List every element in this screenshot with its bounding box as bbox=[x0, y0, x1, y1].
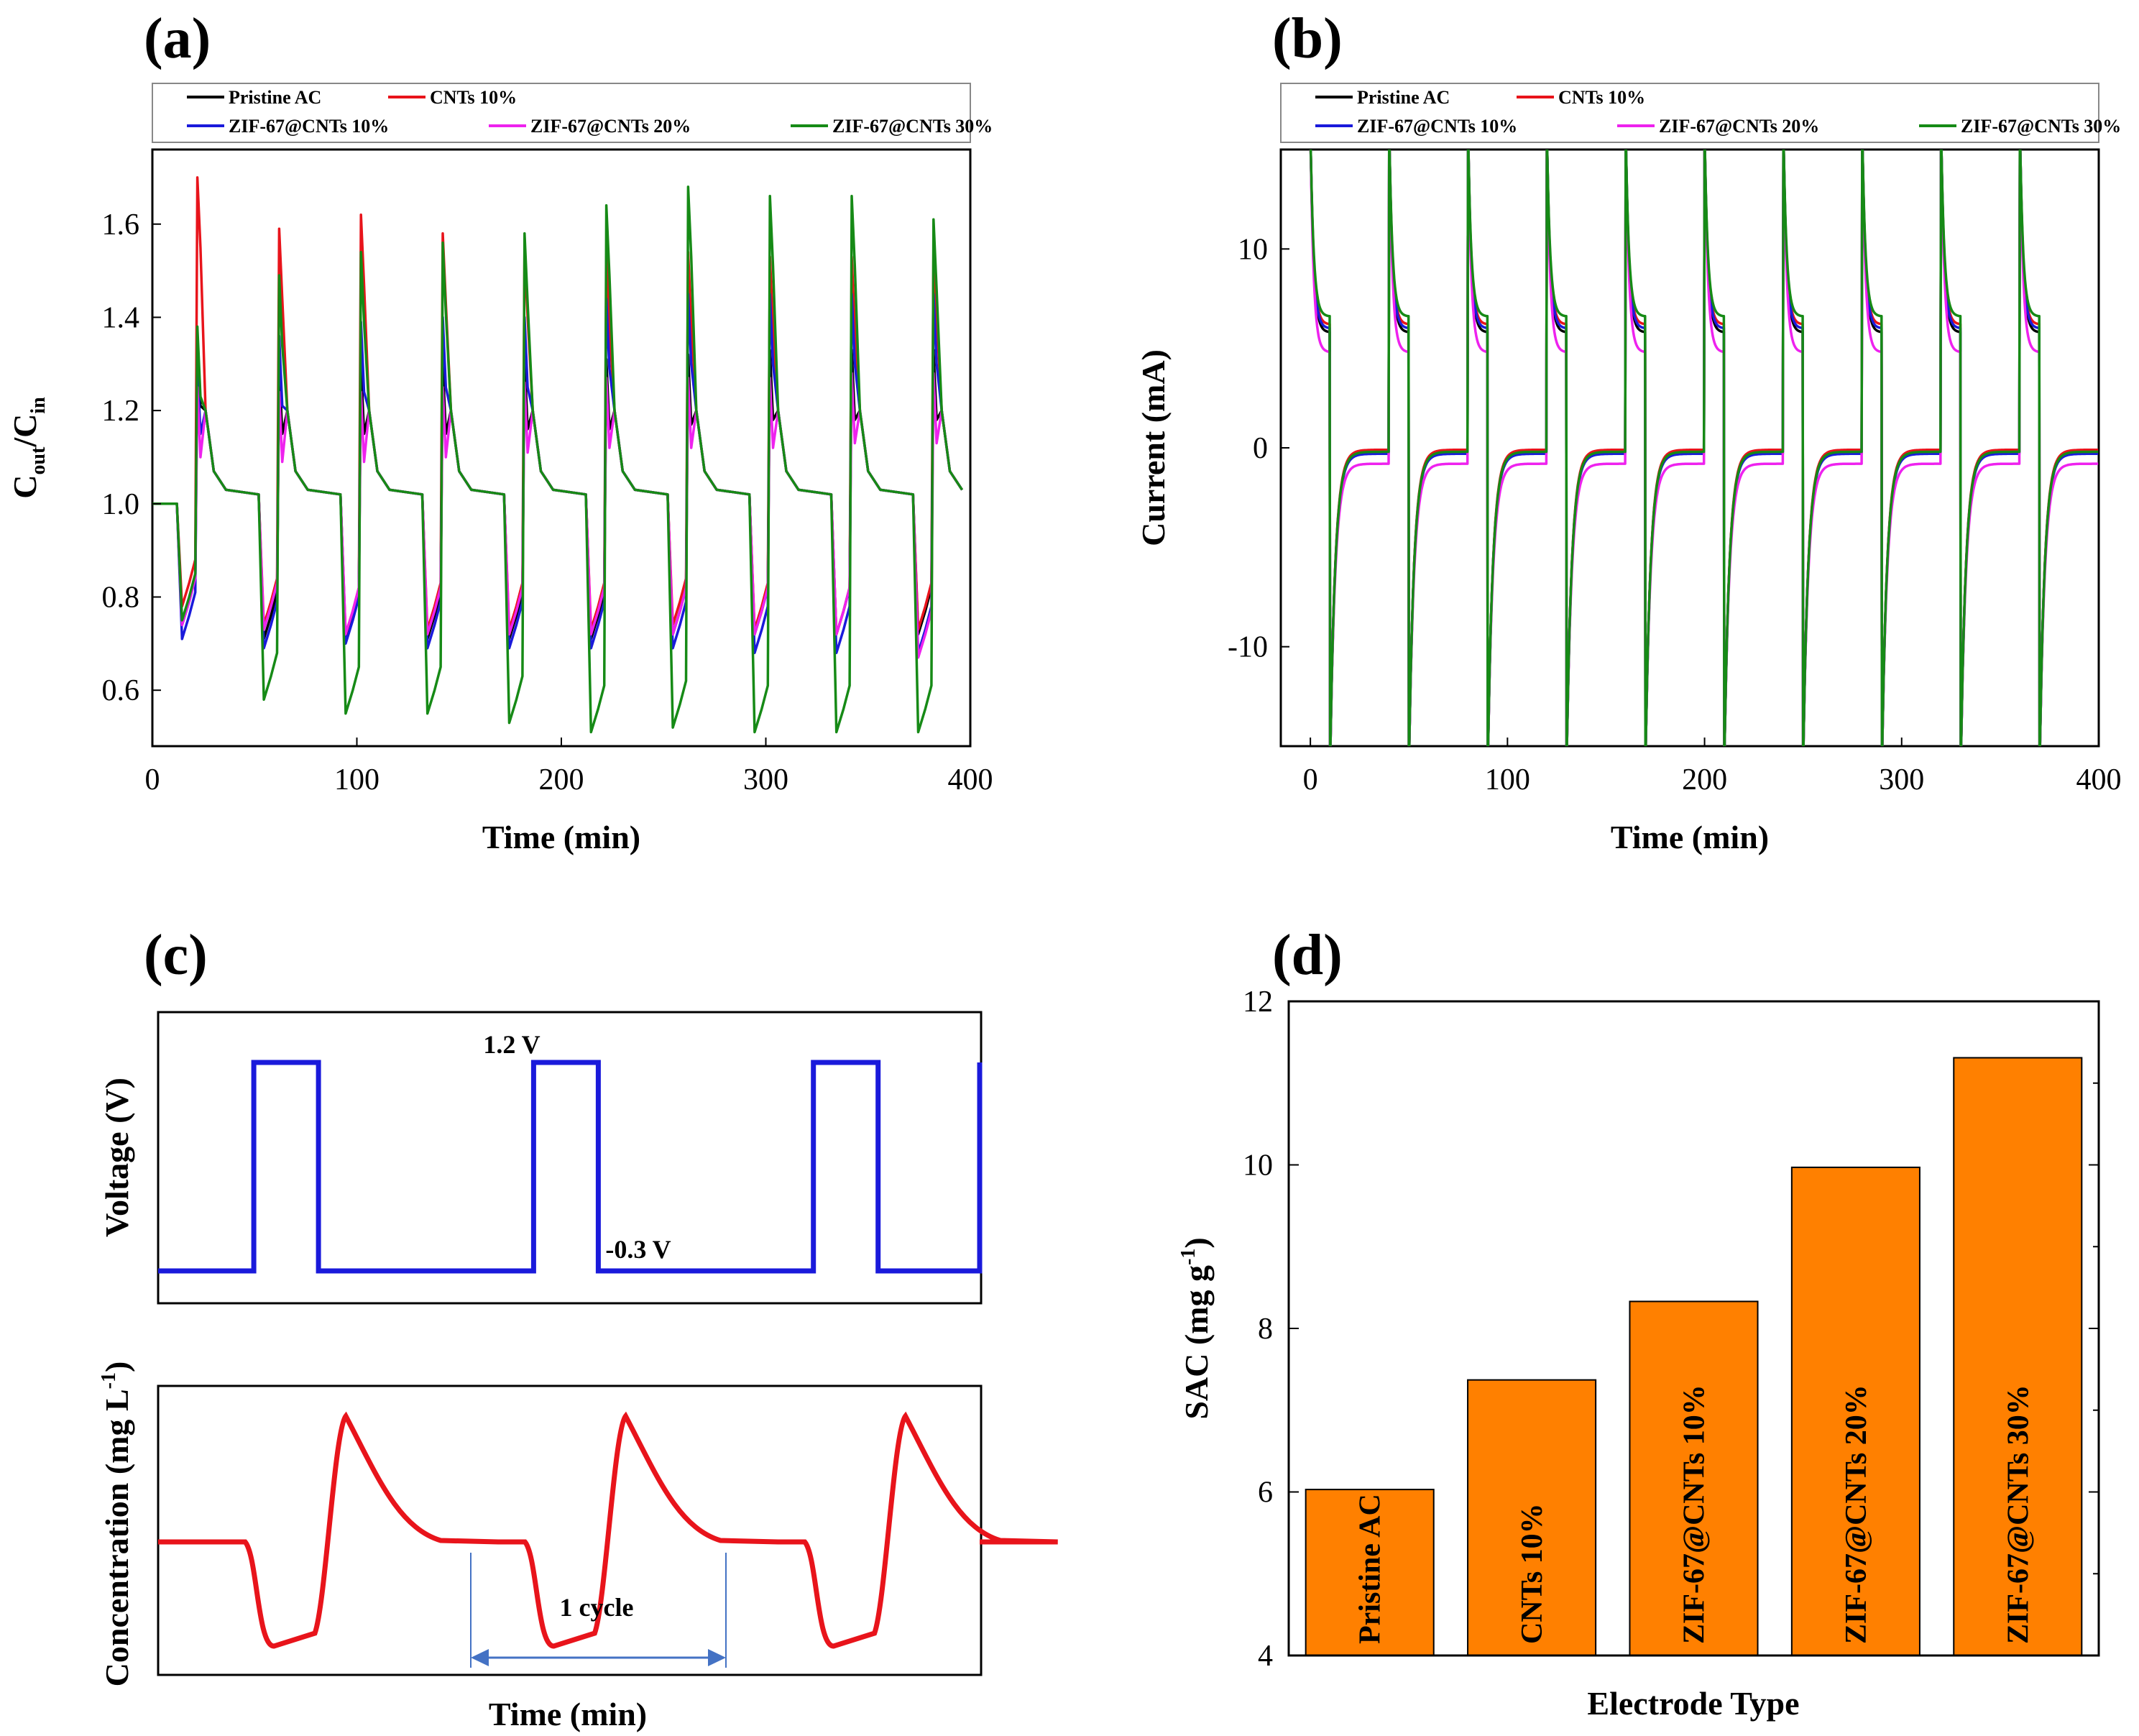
panel-a-x-tick-label: 300 bbox=[743, 763, 788, 796]
panel-a-y-tick-label: 0.8 bbox=[102, 582, 140, 615]
panel-c-letter: (c) bbox=[144, 924, 208, 987]
panel-a-legend-label-pristine-ac: Pristine AC bbox=[229, 87, 321, 108]
panel-d-bar-label-pristine-ac: Pristine AC bbox=[1354, 1494, 1387, 1644]
panel-a-legend-label-zif-67-cnts-10: ZIF-67@CNTs 10% bbox=[229, 116, 389, 137]
panel-c-x-axis-title: Time (min) bbox=[489, 1696, 647, 1732]
panel-c-conc-label-main: Concentration (mg L bbox=[98, 1389, 135, 1686]
panel-b-x-tick-label: 400 bbox=[2076, 763, 2122, 796]
panel-b-plot-frame bbox=[1279, 148, 2100, 748]
panel-a-ylabel-mid: /C bbox=[6, 414, 43, 448]
panel-d-y-tick-label: 6 bbox=[1258, 1476, 1273, 1510]
panel-a: (a) Pristine AC CNTs 10% ZIF-67@CNTs 10% ZI… bbox=[6, 7, 993, 855]
panel-b-y-axis-title: Current (mA) bbox=[1135, 349, 1172, 546]
panel-c-cycle-label: 1 cycle bbox=[560, 1593, 634, 1622]
panel-a-ylabel-sub2: in bbox=[27, 397, 50, 414]
panel-a-x-tick-label: 200 bbox=[539, 763, 584, 796]
panel-d-ylabel-sup: -1 bbox=[1177, 1249, 1200, 1265]
panel-d-y-tick-label: 10 bbox=[1243, 1149, 1273, 1182]
panel-d-bar-label-cnts-10: CNTs 10% bbox=[1516, 1503, 1549, 1644]
panel-c: (c) 1.2 V -0.3 V 1 cycle Voltage (V) Con… bbox=[98, 924, 1058, 1732]
panel-a-y-tick-label: 0.6 bbox=[102, 674, 140, 707]
panel-b-y-tick-label: -10 bbox=[1228, 631, 1268, 664]
panel-a-x-tick-label: 400 bbox=[948, 763, 993, 796]
panel-a-x-tick-label: 0 bbox=[145, 763, 160, 796]
panel-b-legend-label-zif-67-cnts-10: ZIF-67@CNTs 10% bbox=[1357, 116, 1517, 137]
panel-b-x-ticks: 0 100 200 300 400 bbox=[1303, 738, 2122, 796]
panel-b-y-tick-label: 10 bbox=[1238, 233, 1268, 266]
panel-b-x-tick-label: 200 bbox=[1682, 763, 1727, 796]
panel-b-legend-label-zif-67-cnts-30: ZIF-67@CNTs 30% bbox=[1961, 116, 2121, 137]
panel-d-y-tick-label: 8 bbox=[1258, 1313, 1273, 1346]
panel-c-conc-label-end: ) bbox=[98, 1361, 135, 1372]
panel-d-bar-label-zif-67-cnts-30: ZIF-67@CNTs 30% bbox=[2002, 1384, 2035, 1644]
panel-b-series-zif-67-cnts-30 bbox=[1309, 150, 2099, 746]
panel-a-legend bbox=[152, 83, 971, 143]
panel-a-letter: (a) bbox=[144, 7, 211, 70]
panel-c-low-voltage-label: -0.3 V bbox=[605, 1235, 671, 1264]
panel-a-x-ticks: 0 100 200 300 400 bbox=[145, 738, 993, 796]
panel-a-y-axis-title: Cout/Cin bbox=[6, 397, 50, 499]
panel-a-y-tick-label: 1.0 bbox=[102, 488, 140, 521]
panel-d-bar-zif-67-cnts-30 bbox=[1953, 1057, 2083, 1657]
panel-d-bars: Pristine AC CNTs 10% ZIF-67@CNTs 10% ZIF-67… bbox=[1305, 1057, 2083, 1657]
panel-a-legend-label-zif-67-cnts-30: ZIF-67@CNTs 30% bbox=[832, 116, 993, 137]
panel-a-series-cnts-10 bbox=[152, 176, 964, 636]
panel-c-voltage-axis-title: Voltage (V) bbox=[98, 1078, 135, 1237]
panel-c-cycle-arrow-right-head bbox=[708, 1649, 726, 1666]
panel-a-y-ticks: 0.6 0.8 1.0 1.2 1.4 1.6 bbox=[102, 208, 161, 707]
panel-b-x-tick-label: 300 bbox=[1879, 763, 1924, 796]
panel-b-x-axis-title: Time (min) bbox=[1611, 819, 1769, 855]
panel-a-x-tick-label: 100 bbox=[334, 763, 380, 796]
panel-d-bar-label-zif-67-cnts-20: ZIF-67@CNTs 20% bbox=[1840, 1384, 1873, 1644]
panel-d-letter: (d) bbox=[1272, 924, 1343, 987]
panel-c-voltage-frame bbox=[157, 1011, 983, 1305]
panel-b-y-tick-label: 0 bbox=[1253, 432, 1268, 465]
panel-c-cycle-arrow-left-head bbox=[471, 1649, 489, 1666]
panel-a-series bbox=[152, 176, 964, 734]
panel-d-ylabel-end: ) bbox=[1178, 1237, 1215, 1248]
panel-a-x-axis-title: Time (min) bbox=[482, 819, 640, 855]
panel-d-bar-pristine-ac bbox=[1305, 1489, 1435, 1656]
panel-a-ylabel-main: C bbox=[6, 475, 43, 499]
panel-c-concentration-frame bbox=[157, 1384, 983, 1676]
panel-b-legend-label-pristine-ac: Pristine AC bbox=[1357, 87, 1450, 108]
panel-d: (d) Pristine AC CNTs 10% ZIF-67@CNTs 10% ZI… bbox=[1177, 924, 2100, 1722]
panel-c-concentration-axis-title: Concentration (mg L-1) bbox=[98, 1361, 135, 1687]
panel-b-legend-label-zif-67-cnts-20: ZIF-67@CNTs 20% bbox=[1659, 116, 1819, 137]
panel-a-legend-entries: Pristine AC CNTs 10% ZIF-67@CNTs 10% ZIF-67… bbox=[187, 87, 993, 137]
panel-a-y-tick-label: 1.6 bbox=[102, 208, 140, 242]
panel-d-y-tick-label: 4 bbox=[1258, 1640, 1273, 1673]
panel-b: (b) Pristine AC CNTs 10% ZIF-67@CNTs 10% ZI… bbox=[1135, 7, 2122, 855]
panel-b-x-tick-label: 0 bbox=[1303, 763, 1318, 796]
panel-b-legend bbox=[1280, 83, 2099, 143]
panel-b-legend-entries: Pristine AC CNTs 10% ZIF-67@CNTs 10% ZIF-67… bbox=[1315, 87, 2121, 137]
panel-a-y-tick-label: 1.4 bbox=[102, 301, 140, 334]
panel-c-cycle-marker bbox=[470, 1553, 727, 1668]
panel-b-series bbox=[1309, 150, 2099, 746]
panel-c-high-voltage-label: 1.2 V bbox=[483, 1030, 540, 1059]
panel-d-x-axis-title: Electrode Type bbox=[1587, 1685, 1799, 1722]
panel-d-bar-zif-67-cnts-20 bbox=[1790, 1166, 1920, 1656]
panel-c-concentration-line bbox=[158, 1411, 1058, 1649]
panel-c-voltage-line bbox=[158, 1060, 983, 1274]
panel-c-conc-label-sup: -1 bbox=[98, 1372, 120, 1389]
panel-a-series-zif-67-cnts-30 bbox=[152, 185, 964, 734]
panel-b-letter: (b) bbox=[1272, 7, 1343, 70]
panel-b-legend-label-cnts-10: CNTs 10% bbox=[1558, 87, 1645, 108]
panel-b-y-ticks: -10 0 10 bbox=[1228, 233, 1289, 664]
panel-a-ylabel-sub1: out bbox=[27, 446, 50, 475]
panel-d-y-tick-label: 12 bbox=[1243, 986, 1273, 1019]
panel-d-ylabel-main: SAC (mg g bbox=[1178, 1265, 1215, 1420]
panel-a-legend-label-cnts-10: CNTs 10% bbox=[430, 87, 517, 108]
panel-b-x-tick-label: 100 bbox=[1485, 763, 1530, 796]
panel-d-bar-label-zif-67-cnts-10: ZIF-67@CNTs 10% bbox=[1678, 1384, 1711, 1644]
panel-d-y-ticks: 4 6 8 10 12 bbox=[1243, 986, 2099, 1673]
panel-d-y-axis-title: SAC (mg g-1) bbox=[1177, 1237, 1215, 1419]
panel-a-y-tick-label: 1.2 bbox=[102, 395, 140, 428]
panel-a-legend-label-zif-67-cnts-20: ZIF-67@CNTs 20% bbox=[530, 116, 691, 137]
